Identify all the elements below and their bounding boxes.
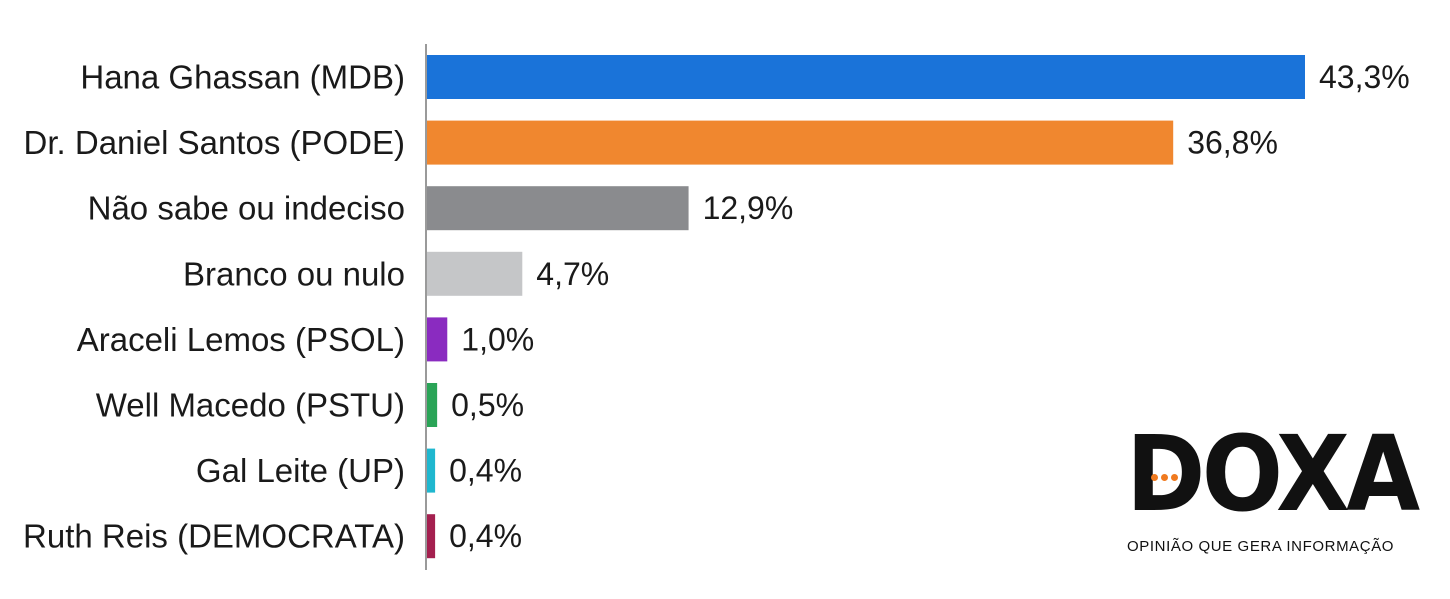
bar: [427, 120, 1174, 165]
value-label: 1,0%: [461, 321, 534, 357]
value-label: 0,5%: [451, 387, 524, 423]
bar: [427, 317, 448, 362]
category-label: Well Macedo (PSTU): [96, 387, 405, 424]
value-label: 12,9%: [703, 190, 794, 226]
value-label: 0,4%: [449, 453, 522, 489]
value-label: 36,8%: [1187, 125, 1278, 161]
bar: [427, 251, 523, 296]
bar: [427, 514, 436, 559]
bar: [427, 448, 436, 493]
value-label: 43,3%: [1319, 59, 1410, 95]
logo-dots-icon: [1151, 474, 1181, 482]
category-label: Hana Ghassan (MDB): [80, 59, 405, 96]
bar: [427, 383, 438, 427]
bars-group: Hana Ghassan (MDB) 43,3% Dr. Daniel Santos…: [23, 55, 1410, 559]
category-label: Gal Leite (UP): [196, 452, 405, 489]
category-label: Branco ou nulo: [183, 255, 405, 292]
value-label: 0,4%: [449, 518, 522, 554]
logo-tagline: OPINIÃO QUE GERA INFORMAÇÃO: [1127, 538, 1395, 555]
category-label: Ruth Reis (DEMOCRATA): [23, 518, 405, 555]
bar: [427, 186, 689, 231]
category-label: Araceli Lemos (PSOL): [77, 321, 405, 358]
category-label: Dr. Daniel Santos (PODE): [24, 124, 405, 161]
doxa-logo: DOXA OPINIÃO QUE GERA INFORMAÇÃO: [1122, 422, 1420, 560]
bar: [427, 55, 1305, 99]
value-label: 4,7%: [536, 256, 609, 292]
category-label: Não sabe ou indeciso: [88, 190, 405, 227]
